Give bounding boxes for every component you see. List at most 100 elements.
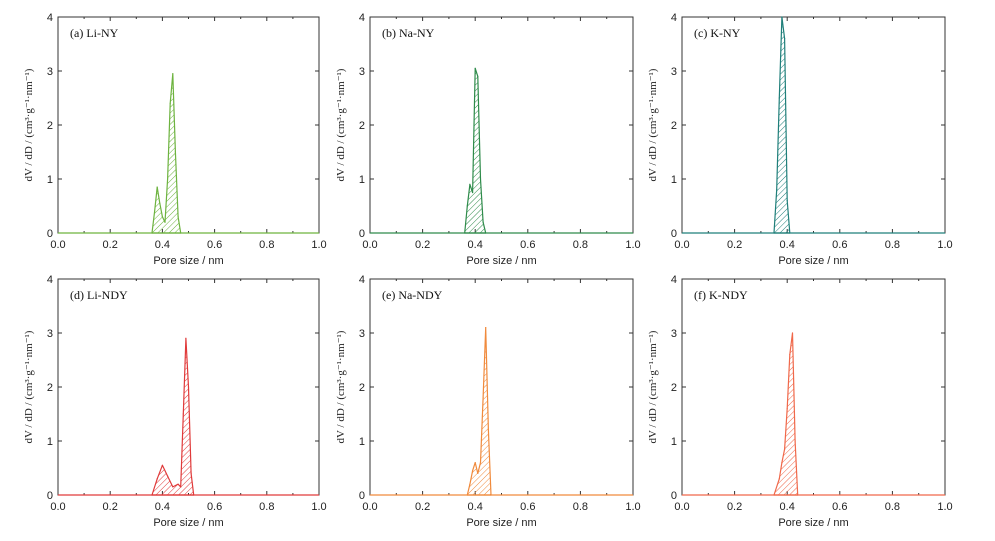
panel-title: (e) Na-NDY [382,288,443,302]
data-point [479,178,482,180]
x-tick-label: 1.0 [625,501,640,513]
x-tick-label: 0.6 [832,239,847,251]
panel-title: (f) K-NDY [694,288,748,302]
data-point [490,494,492,496]
x-tick-label: 0.2 [103,501,118,513]
series-area [151,73,182,234]
data-point [156,478,158,480]
y-tick-label: 2 [671,382,677,394]
data-point [487,429,489,431]
y-tick-label: 1 [359,436,365,448]
series-area [466,327,492,496]
x-tick-label: 0.8 [259,239,274,251]
y-tick-label: 3 [359,328,365,340]
y-tick-label: 3 [47,66,53,78]
data-point [167,475,169,477]
data-point [190,472,192,474]
y-tick-label: 4 [47,12,53,24]
x-tick-label: 1.0 [625,239,640,251]
x-tick-label: 0.6 [207,239,222,251]
data-point [477,472,479,474]
y-tick-label: 2 [359,382,365,394]
data-point [180,232,182,234]
x-tick-label: 0.4 [780,501,795,513]
x-tick-label: 0.6 [520,239,535,251]
y-tick-label: 3 [47,328,53,340]
y-tick-label: 0 [671,490,677,502]
data-point [472,191,474,194]
data-point [177,483,179,485]
data-point [469,483,471,485]
y-tick-label: 2 [47,120,53,132]
chart-panel-3: 0.0 0.2 0.4 0.6 0.8 1.0 0 1 2 3 4 (c) K-NY Pore size… [647,12,953,267]
data-point [159,202,161,204]
data-point [786,408,788,410]
data-point [482,221,484,223]
x-tick-label: 0.8 [885,239,900,251]
data-point [182,413,184,415]
data-point [485,327,487,329]
data-point [474,67,476,69]
y-tick-label: 3 [671,66,677,78]
data-point [789,232,791,234]
y-axis-title: dV / dD / (cm³·g⁻¹·nm⁻¹) [335,330,347,443]
x-tick-label: 0.8 [573,501,588,513]
x-tick-label: 0.2 [727,501,742,513]
y-tick-label: 1 [671,436,677,448]
data-point [781,462,783,464]
data-point [778,97,780,99]
y-axis-title: dV / dD / (cm³·g⁻¹·nm⁻¹) [647,330,659,443]
x-tick-label: 0.4 [155,501,170,513]
data-point [781,16,783,18]
panel-title: (c) K-NY [694,26,741,40]
plot-frame [681,16,946,234]
y-tick-label: 1 [359,174,365,186]
series-area [773,16,791,234]
chart-panel-4: 0.0 0.2 0.4 0.6 0.8 1.0 0 1 2 3 4 (d) Li-NDY Pore si… [23,274,327,529]
y-tick-label: 2 [671,120,677,132]
panel-title: (b) Na-NY [382,26,435,40]
data-point [151,494,153,496]
data-point [464,232,466,234]
x-axis-title: Pore size / nm [778,517,848,529]
x-axis-title: Pore size / nm [153,517,223,529]
y-tick-label: 1 [47,174,53,186]
series-area [464,67,487,234]
x-axis-title: Pore size / nm [778,255,848,267]
y-tick-label: 4 [47,274,53,286]
data-point [794,440,796,442]
chart-panel-2: 0.0 0.2 0.4 0.6 0.8 1.0 0 1 2 3 4 (b) Na-NY Pore siz… [335,12,641,267]
plot-frame [369,278,634,496]
x-tick-label: 0.2 [415,239,430,251]
y-tick-label: 0 [47,228,53,240]
data-point [177,216,179,218]
y-tick-label: 1 [47,436,53,448]
data-point [482,397,484,399]
x-tick-label: 0.8 [573,239,588,251]
y-tick-label: 4 [359,274,365,286]
y-tick-label: 1 [671,174,677,186]
x-tick-label: 0.0 [50,501,65,513]
data-point [773,232,775,234]
data-point [154,210,156,212]
data-point [474,462,476,464]
chart-panel-6: 0.0 0.2 0.4 0.6 0.8 1.0 0 1 2 3 4 (f) K-NDY Pore siz… [647,274,953,529]
y-tick-label: 2 [359,120,365,132]
x-tick-label: 0.0 [674,501,689,513]
panel-title: (d) Li-NDY [70,288,128,302]
x-tick-label: 0.0 [674,239,689,251]
y-tick-label: 0 [47,490,53,502]
series-area [773,332,799,496]
plot-frame [681,278,946,496]
y-tick-label: 3 [671,328,677,340]
chart-panel-5: 0.0 0.2 0.4 0.6 0.8 1.0 0 1 2 3 4 (e) Na-NDY Pore si… [335,274,641,529]
x-tick-label: 0.4 [468,239,483,251]
y-tick-label: 0 [671,228,677,240]
x-tick-label: 0.4 [468,501,483,513]
x-tick-label: 0.2 [415,501,430,513]
plot-frame [369,16,634,234]
series-area [151,337,195,496]
data-point [164,221,166,223]
x-tick-label: 1.0 [937,239,952,251]
